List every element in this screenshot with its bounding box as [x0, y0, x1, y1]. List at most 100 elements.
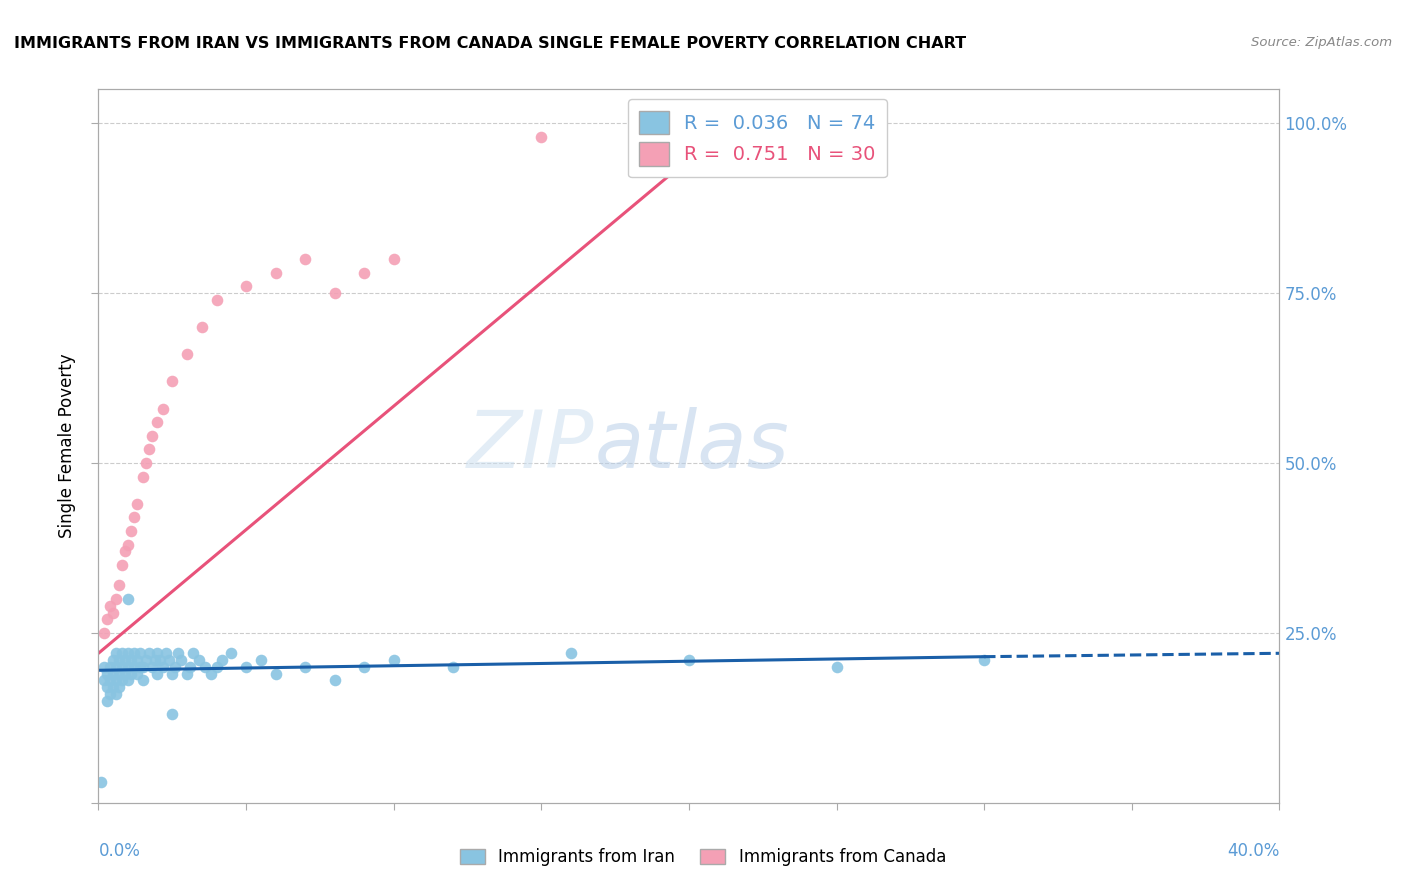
Point: [138, 442, 160, 457]
Point: [176, 347, 198, 361]
Point: [152, 660, 174, 674]
Point: [235, 660, 257, 674]
Point: [162, 707, 183, 722]
Point: [105, 591, 128, 606]
Point: [132, 660, 155, 674]
Point: [194, 660, 217, 674]
Point: [146, 666, 169, 681]
Point: [117, 660, 139, 674]
Point: [235, 279, 257, 293]
Point: [176, 666, 198, 681]
Point: [108, 680, 131, 694]
Point: [382, 653, 405, 667]
Point: [264, 666, 287, 681]
Point: [98, 687, 121, 701]
Point: [96, 694, 118, 708]
Point: [825, 660, 848, 674]
Point: [152, 401, 174, 416]
Point: [103, 680, 125, 694]
Point: [90, 775, 112, 789]
Text: atlas: atlas: [595, 407, 789, 485]
Point: [114, 666, 136, 681]
Point: [114, 544, 136, 558]
Point: [191, 320, 214, 334]
Point: [250, 653, 273, 667]
Point: [221, 646, 243, 660]
Point: [125, 653, 148, 667]
Point: [179, 660, 201, 674]
Point: [146, 646, 169, 660]
Point: [441, 660, 464, 674]
Y-axis label: Single Female Poverty: Single Female Poverty: [58, 354, 76, 538]
Point: [108, 666, 131, 681]
Point: [165, 660, 187, 674]
Point: [105, 646, 128, 660]
Point: [264, 266, 287, 280]
Text: IMMIGRANTS FROM IRAN VS IMMIGRANTS FROM CANADA SINGLE FEMALE POVERTY CORRELATION: IMMIGRANTS FROM IRAN VS IMMIGRANTS FROM …: [14, 36, 966, 51]
Point: [111, 646, 134, 660]
Point: [120, 524, 142, 538]
Point: [678, 653, 700, 667]
Point: [132, 469, 155, 483]
Text: ZIP: ZIP: [467, 407, 595, 485]
Point: [98, 660, 121, 674]
Point: [120, 666, 142, 681]
Point: [530, 129, 553, 144]
Point: [125, 497, 148, 511]
Point: [117, 537, 139, 551]
Point: [93, 660, 115, 674]
Point: [132, 673, 155, 688]
Point: [353, 266, 375, 280]
Point: [117, 646, 139, 660]
Point: [353, 660, 375, 674]
Legend: Immigrants from Iran, Immigrants from Canada: Immigrants from Iran, Immigrants from Ca…: [451, 840, 955, 875]
Text: Source: ZipAtlas.com: Source: ZipAtlas.com: [1251, 36, 1392, 49]
Legend: R =  0.036   N = 74, R =  0.751   N = 30: R = 0.036 N = 74, R = 0.751 N = 30: [628, 99, 887, 178]
Point: [170, 653, 193, 667]
Point: [187, 653, 209, 667]
Point: [128, 660, 150, 674]
Point: [382, 252, 405, 266]
Point: [138, 646, 160, 660]
Point: [678, 116, 700, 130]
Point: [122, 646, 145, 660]
Point: [111, 558, 134, 572]
Point: [93, 626, 115, 640]
Point: [200, 666, 222, 681]
Point: [108, 578, 131, 592]
Point: [125, 666, 148, 681]
Point: [105, 687, 128, 701]
Point: [108, 653, 131, 667]
Point: [141, 429, 163, 443]
Point: [96, 666, 118, 681]
Point: [146, 415, 169, 429]
Point: [135, 456, 157, 470]
Point: [111, 673, 134, 688]
Point: [149, 653, 172, 667]
Point: [973, 653, 995, 667]
Point: [143, 653, 166, 667]
Point: [122, 660, 145, 674]
Point: [103, 606, 125, 620]
Point: [294, 252, 316, 266]
Point: [114, 653, 136, 667]
Point: [167, 646, 190, 660]
Point: [93, 673, 115, 688]
Point: [141, 660, 163, 674]
Point: [128, 646, 150, 660]
Point: [103, 666, 125, 681]
Point: [205, 660, 228, 674]
Point: [117, 673, 139, 688]
Point: [157, 653, 180, 667]
Point: [323, 673, 346, 688]
Point: [560, 646, 582, 660]
Text: 40.0%: 40.0%: [1227, 842, 1279, 860]
Point: [155, 646, 177, 660]
Point: [105, 660, 128, 674]
Point: [323, 286, 346, 301]
Point: [181, 646, 204, 660]
Point: [135, 653, 157, 667]
Point: [96, 612, 118, 626]
Point: [122, 510, 145, 524]
Point: [105, 673, 128, 688]
